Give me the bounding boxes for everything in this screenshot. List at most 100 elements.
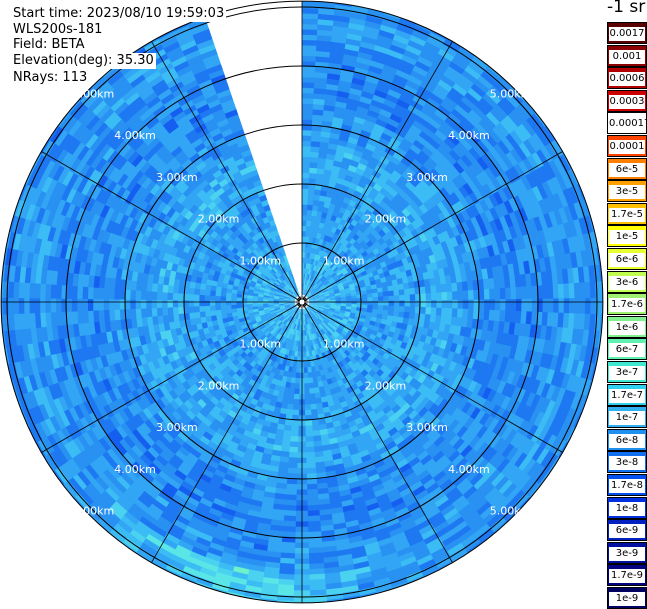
radar-gate-cell	[569, 298, 575, 315]
radar-gate-cell	[291, 420, 299, 426]
radar-gate-cell	[302, 66, 316, 72]
radar-gate-cell	[591, 382, 602, 402]
radar-gate-cell	[204, 300, 210, 306]
radar-gate-cell	[336, 0, 355, 2]
radar-gate-cell	[403, 4, 423, 16]
radar-gate-cell	[500, 299, 506, 311]
radar-gate-cell	[505, 288, 511, 301]
radar-gate-cell	[162, 299, 168, 308]
radar-gate-cell	[71, 298, 77, 312]
radar-gate-cell	[18, 297, 24, 314]
radar-gate-cell	[426, 300, 432, 308]
radar-gate-cell	[383, 296, 389, 301]
radar-gate-cell	[302, 215, 307, 221]
radar-gate-cell	[302, 162, 311, 168]
radar-gate-cell	[442, 570, 462, 584]
radar-gate-cell	[511, 299, 517, 312]
radar-gate-cell	[580, 298, 586, 315]
radar-gate-cell	[452, 291, 458, 301]
radar-gate-cell	[292, 601, 311, 607]
radar-gate-cell	[0, 330, 1, 349]
radar-gate-cell	[225, 305, 231, 310]
radar-gate-cell	[600, 281, 607, 300]
radar-gate-cell	[257, 603, 276, 607]
radar-gate-cell	[590, 298, 596, 316]
radar-gate-cell	[479, 289, 485, 300]
radar-gate-cell	[452, 300, 458, 310]
radar-gate-cell	[457, 560, 476, 575]
radar-gate-cell	[373, 297, 379, 302]
radar-gate-cell	[297, 463, 307, 469]
radar-gate-cell	[463, 300, 469, 310]
radar-gate-cell	[512, 516, 530, 534]
radar-gate-cell	[157, 577, 177, 591]
radar-gate-cell	[302, 231, 306, 237]
radar-gate-cell	[410, 294, 416, 301]
radar-gate-cell	[302, 71, 316, 77]
radar-gate-cell	[458, 300, 464, 310]
radar-gate-cell	[103, 298, 109, 310]
radar-gate-cell	[436, 292, 442, 301]
radar-gate-cell	[296, 484, 307, 490]
radar-gate-cell	[442, 300, 448, 309]
radar-gate-cell	[172, 300, 178, 308]
radar-gate-cell	[167, 292, 173, 300]
radar-gate-cell	[463, 290, 469, 300]
radar-gate-cell	[302, 45, 318, 51]
radar-gate-cell	[457, 291, 463, 301]
radar-gate-cell	[66, 298, 72, 312]
radar-gate-cell	[302, 119, 313, 125]
radar-gate-cell	[585, 298, 591, 316]
radar-gate-cell	[564, 298, 570, 314]
radar-gate-cell	[304, 410, 311, 416]
radar-gate-cell	[292, 410, 299, 416]
radar-gate-cell	[294, 543, 309, 549]
radar-gate-cell	[199, 306, 205, 313]
radar-gate-cell	[204, 305, 210, 311]
radar-gate-cell	[224, 597, 244, 607]
radar-gate-cell	[146, 290, 152, 300]
radar-gate-cell	[563, 132, 578, 151]
radar-gate-cell	[40, 475, 56, 494]
radar-gate-cell	[593, 195, 605, 215]
radar-gate-cell	[302, 135, 312, 141]
radar-gate-cell	[583, 416, 596, 436]
radar-gate-cell	[293, 564, 309, 570]
radar-gate-cell	[489, 299, 495, 311]
radar-gate-cell	[303, 357, 307, 363]
radar-gate-cell	[304, 404, 311, 410]
radar-gate-cell	[394, 301, 400, 307]
radar-gate-cell	[575, 431, 589, 451]
radar-gate-cell	[130, 299, 136, 310]
radar-gate-cell	[302, 151, 311, 157]
radar-gate-cell	[302, 146, 312, 152]
radar-gate-cell	[536, 490, 553, 508]
radar-gate-cell	[302, 204, 308, 210]
radar-gate-cell	[500, 288, 506, 301]
radar-gate-cell	[82, 298, 88, 311]
radar-gate-cell	[0, 381, 8, 401]
radar-gate-cell	[494, 54, 512, 71]
radar-gate-cell	[351, 298, 357, 302]
radar-gate-cell	[156, 291, 162, 300]
radar-gate-cell	[45, 297, 51, 313]
radar-gate-cell	[292, 590, 310, 596]
radar-gate-cell	[236, 301, 242, 305]
radar-gate-cell	[420, 10, 440, 23]
radar-gate-cell	[302, 220, 307, 226]
radar-gate-cell	[484, 289, 490, 301]
radar-gate-cell	[140, 299, 146, 309]
radar-gate-cell	[173, 585, 193, 598]
radar-gate-cell	[326, 604, 345, 608]
radar-gate-cell	[557, 462, 572, 481]
radar-gate-cell	[304, 367, 308, 373]
radar-gate-cell	[480, 44, 499, 60]
radar-gate-cell	[527, 299, 533, 313]
radar-gate-cell	[590, 399, 602, 419]
radar-gate-cell	[479, 300, 485, 311]
radar-gate-cell	[294, 527, 308, 533]
radar-gate-cell	[77, 298, 83, 312]
radar-gate-cell	[302, 209, 308, 215]
radar-gate-cell	[466, 34, 485, 49]
